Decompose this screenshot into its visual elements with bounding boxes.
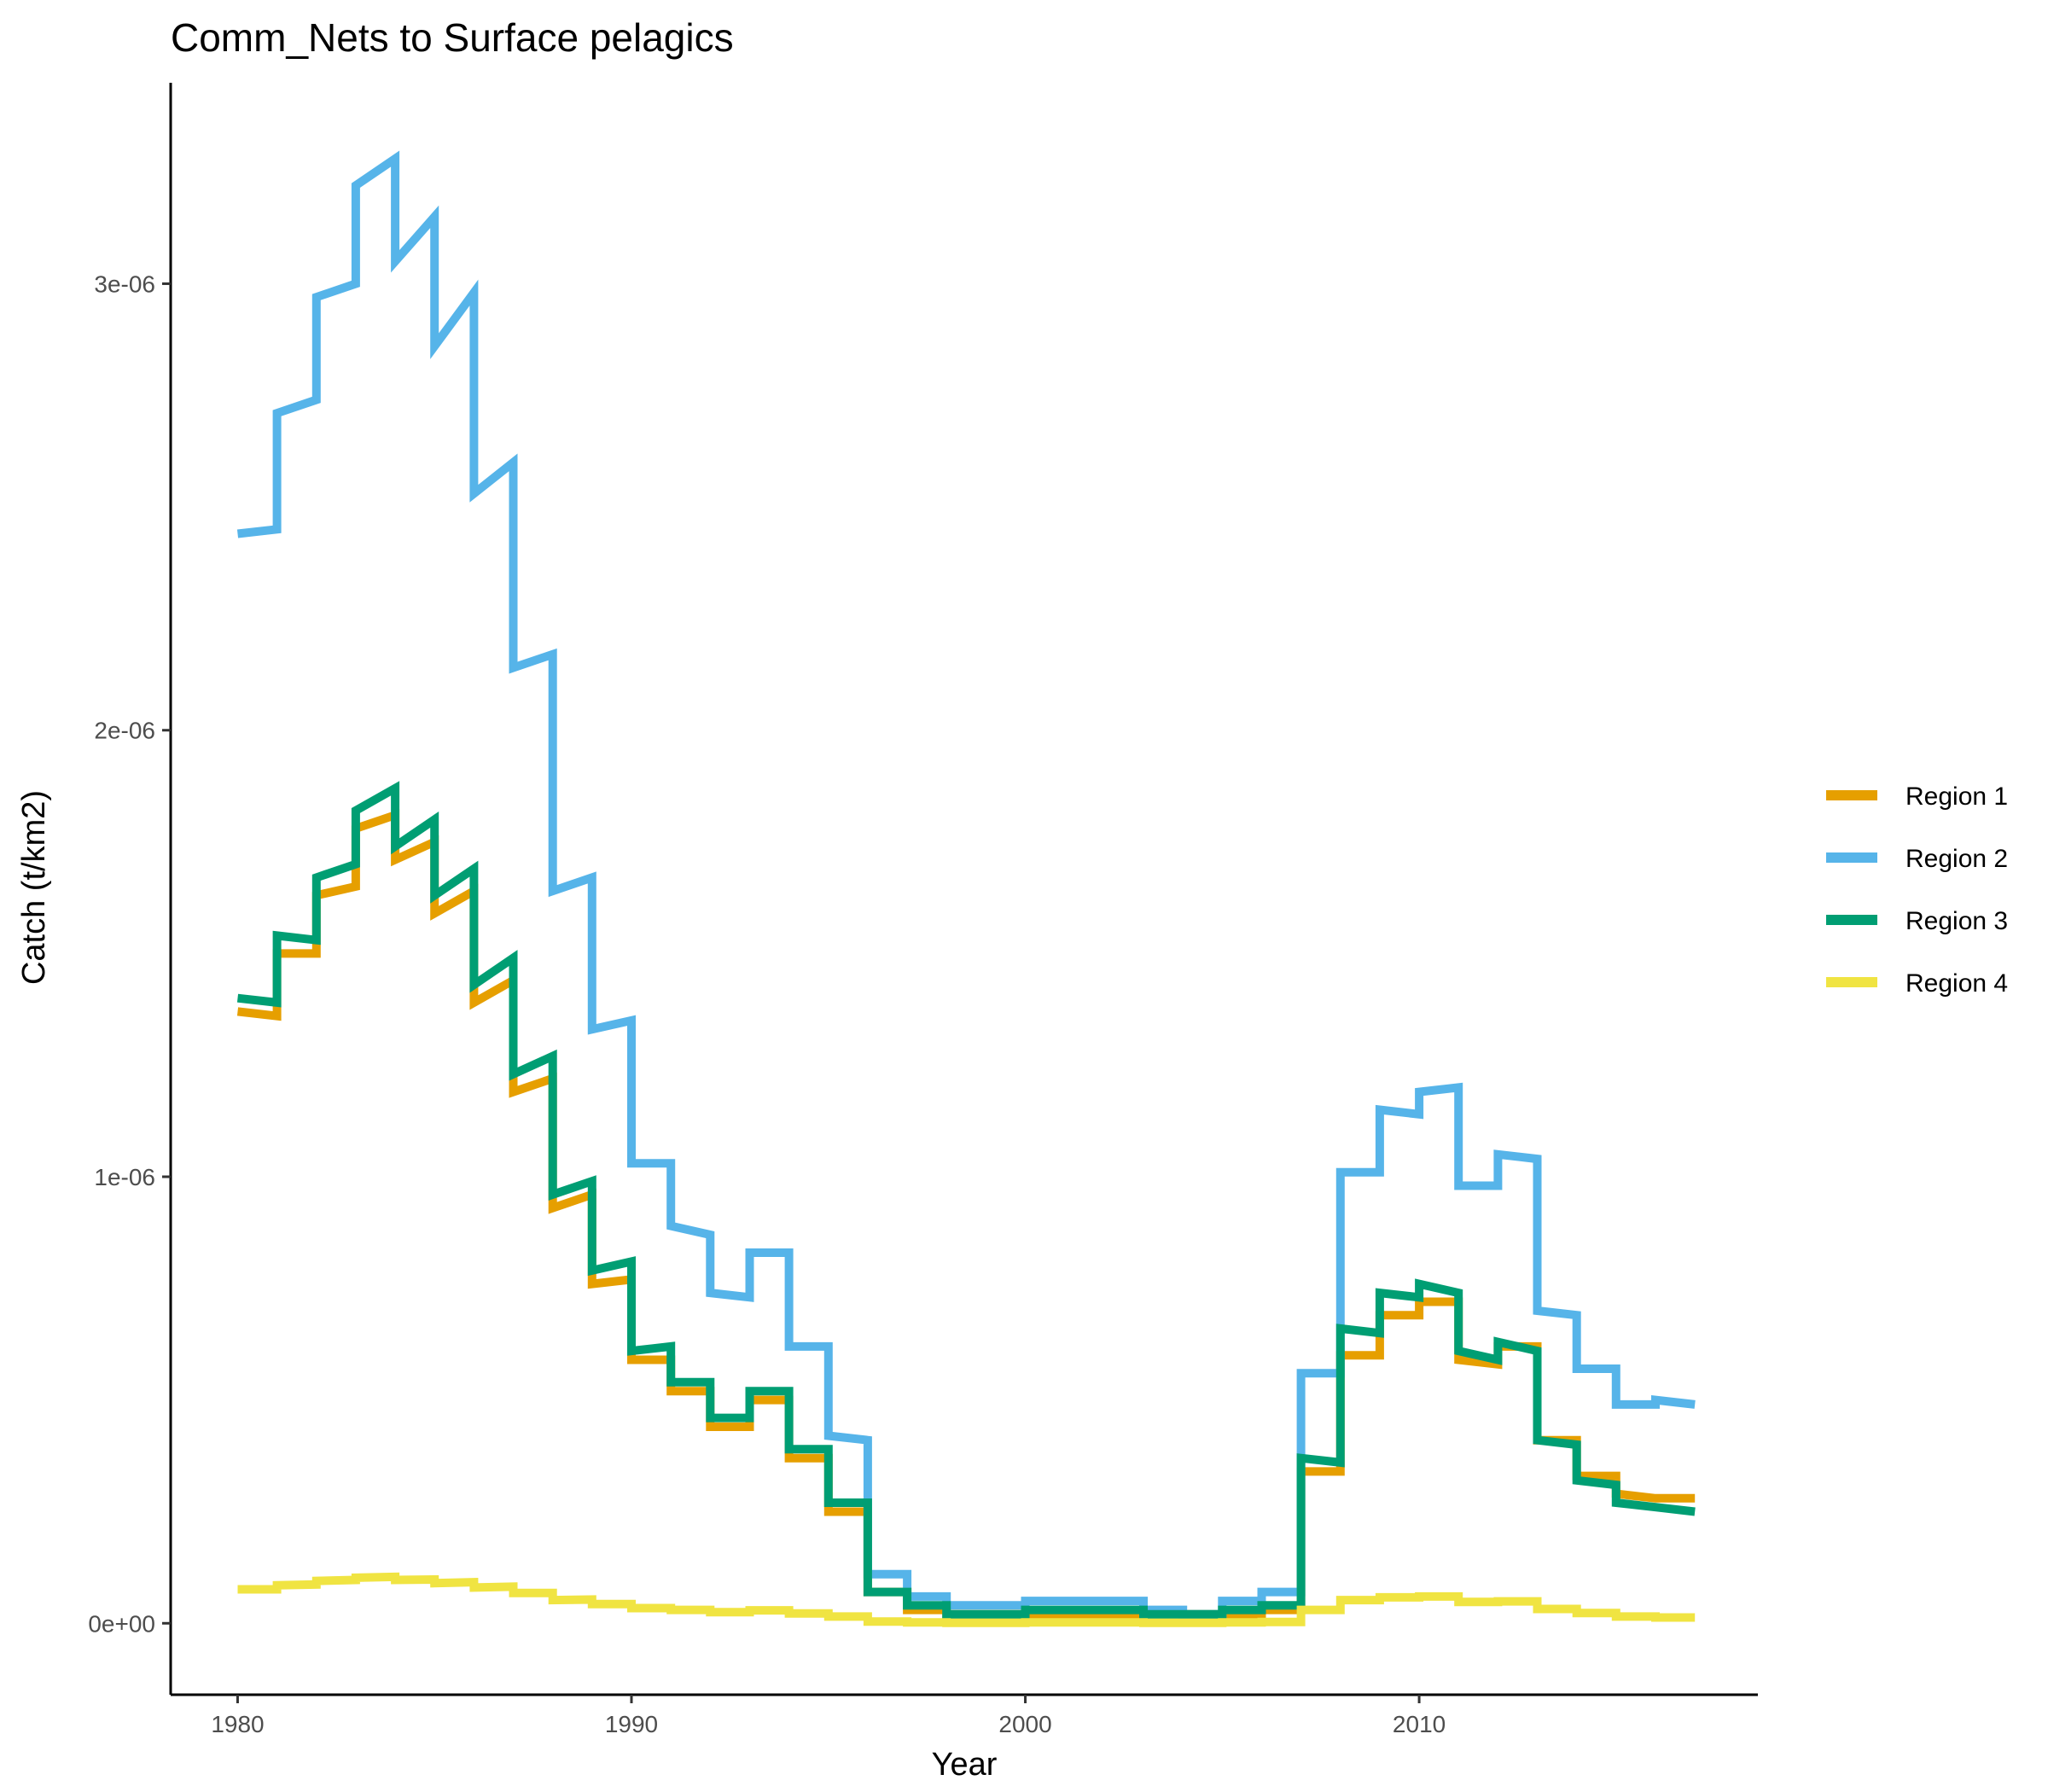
x-tick-label: 1980 xyxy=(211,1711,264,1737)
x-tick-label: 2000 xyxy=(998,1711,1051,1737)
y-axis-ticks: 0e+00 1e-06 2e-06 3e-06 xyxy=(88,271,171,1637)
x-tick-label: 1990 xyxy=(605,1711,658,1737)
legend: Region 1 Region 2 Region 3 Region 4 xyxy=(1826,783,2008,998)
y-tick-label: 3e-06 xyxy=(94,271,155,297)
legend-label-region-2: Region 2 xyxy=(1905,845,2008,873)
legend-label-region-1: Region 1 xyxy=(1905,783,2008,811)
series-line-region-3 xyxy=(236,781,1696,1619)
x-axis-title: Year xyxy=(932,1747,998,1783)
plot-series xyxy=(236,150,1696,1627)
y-tick-label: 2e-06 xyxy=(94,718,155,744)
x-tick-label: 2010 xyxy=(1393,1711,1446,1737)
series-line-region-4 xyxy=(237,1572,1696,1627)
series-line-region-2 xyxy=(236,150,1696,1619)
y-tick-label: 1e-06 xyxy=(94,1164,155,1190)
x-axis-ticks: 1980 1990 2000 2010 xyxy=(211,1695,1446,1737)
legend-label-region-4: Region 4 xyxy=(1905,969,2008,998)
y-tick-label: 0e+00 xyxy=(88,1610,155,1637)
chart-title: Comm_Nets to Surface pelagics xyxy=(171,15,734,60)
legend-label-region-3: Region 3 xyxy=(1905,907,2008,935)
y-axis-title: Catch (t/km2) xyxy=(16,790,52,985)
